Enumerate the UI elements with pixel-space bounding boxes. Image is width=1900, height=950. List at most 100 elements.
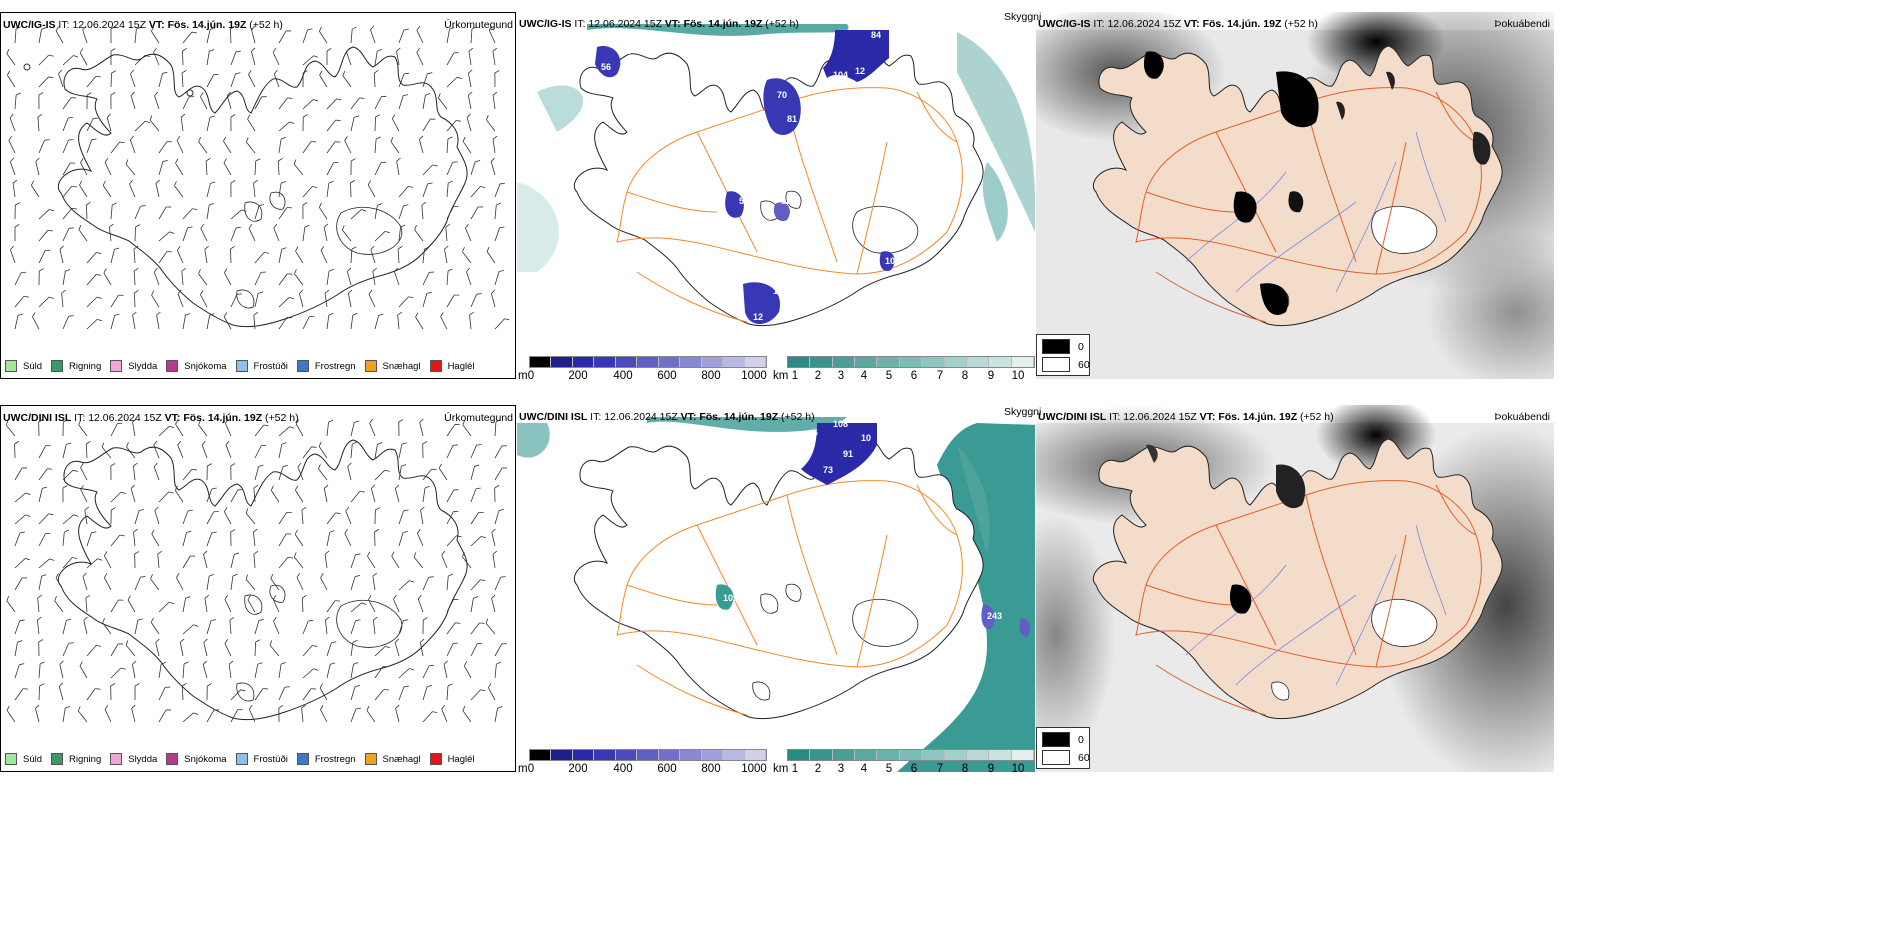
lead-time: (+52 h) xyxy=(765,18,799,30)
wind-barb xyxy=(494,664,497,679)
wind-barb xyxy=(320,250,328,264)
wind-barb-flag xyxy=(138,509,144,511)
wind-barb-flag xyxy=(504,318,510,321)
ceiling-swatch xyxy=(530,357,552,367)
wind-barb-flag xyxy=(207,683,212,687)
wind-barb-flag xyxy=(247,595,251,601)
wind-barb xyxy=(446,535,457,547)
wind-barb-flag xyxy=(347,462,352,467)
ceiling-swatch xyxy=(658,750,681,760)
ceiling-value-label: 243 xyxy=(987,611,1002,621)
wind-barb-flag xyxy=(84,506,89,511)
wind-barb-flag xyxy=(19,531,25,534)
wind-barb xyxy=(110,667,122,679)
wind-barb xyxy=(158,491,169,503)
wind-barb-flag xyxy=(295,485,299,491)
wind-barb xyxy=(324,293,328,308)
wind-barb-flag xyxy=(253,179,258,184)
visibility-tick: 6 xyxy=(910,763,918,772)
wind-barb-flag xyxy=(318,202,322,208)
wind-barb-flag xyxy=(223,158,227,164)
wind-barb xyxy=(174,185,184,198)
wind-barb-flag xyxy=(77,706,81,712)
wind-barb xyxy=(134,510,140,525)
wind-barb-flag xyxy=(140,205,146,207)
wind-barb-flag xyxy=(149,115,153,121)
visibility-swatch xyxy=(922,750,945,760)
wind-barb-flag xyxy=(245,508,249,514)
wind-barb xyxy=(494,422,497,437)
wind-barb xyxy=(398,227,401,242)
wind-barb xyxy=(492,554,496,569)
wind-barb xyxy=(204,249,208,264)
wind-barb xyxy=(374,231,386,242)
wind-barb xyxy=(206,709,215,723)
wind-barb xyxy=(253,488,256,503)
wind-barb xyxy=(302,99,314,110)
wind-barb-flag xyxy=(462,419,466,425)
wind-barb xyxy=(174,490,184,503)
wind-barb-flag xyxy=(320,573,324,578)
wind-barb-flag xyxy=(230,180,236,184)
wind-barb-flag xyxy=(471,26,477,30)
legend-item-snaehagl: Snæhagl xyxy=(364,360,421,372)
wind-barb xyxy=(86,645,97,657)
wind-barb-flag xyxy=(440,312,444,317)
wind-barb xyxy=(127,599,136,613)
panel-header: UWC/DINI ISL IT: 12.06.2024 15Z VT: Fös.… xyxy=(519,411,815,423)
wind-barb xyxy=(374,139,377,154)
precip-legend: Súld Rigning Slydda Snjókoma Frostúði Fr… xyxy=(5,748,484,770)
wind-barb-flag xyxy=(425,93,431,96)
wind-barb xyxy=(269,644,280,657)
wind-barb-flag xyxy=(78,224,82,230)
wind-barb-flag xyxy=(79,661,83,667)
wind-barb xyxy=(372,576,376,591)
wind-barb xyxy=(38,533,46,547)
wind-barb-flag xyxy=(419,418,424,423)
wind-barb-flag xyxy=(223,268,228,273)
wind-barb xyxy=(485,622,496,635)
wind-barb xyxy=(301,597,304,613)
wind-barb xyxy=(422,164,433,176)
legend-item-slydda: Slydda xyxy=(110,360,157,372)
wind-barb-flag xyxy=(370,25,375,31)
visibility-tick: 10 xyxy=(1011,370,1025,379)
wind-barb-flag xyxy=(129,179,133,185)
wind-barb xyxy=(158,251,168,264)
wind-barb-flag xyxy=(59,660,64,665)
visibility-tick: 1 xyxy=(791,763,799,772)
wind-barb xyxy=(369,422,376,437)
ceiling-tick: 600 xyxy=(657,370,677,379)
wind-barb xyxy=(419,422,424,437)
wind-barb-flag xyxy=(372,267,377,272)
wind-barb-flag xyxy=(49,209,55,212)
wind-barb xyxy=(158,141,168,154)
wind-barb-flag xyxy=(491,594,496,599)
wind-barb-flag xyxy=(83,616,88,621)
wind-barb-flag xyxy=(72,469,78,472)
wind-barb xyxy=(326,664,331,679)
wind-barb xyxy=(374,469,386,481)
wind-barb xyxy=(62,316,70,330)
wind-barb xyxy=(223,162,232,176)
wind-barb xyxy=(253,183,256,198)
wind-barb xyxy=(206,576,210,591)
cloud-legend: 0 60 xyxy=(1036,334,1090,376)
wind-barb xyxy=(86,296,98,308)
wind-barb xyxy=(251,29,256,44)
wind-barb xyxy=(254,293,259,308)
wind-barb-flag xyxy=(480,689,486,692)
wind-barb xyxy=(150,622,160,635)
wind-barb-flag xyxy=(330,662,336,665)
wind-barb xyxy=(368,294,376,308)
wind-barb-flag xyxy=(55,573,59,579)
visibility-swatch xyxy=(810,750,833,760)
wind-barb xyxy=(278,512,288,525)
wind-barb-flag xyxy=(168,425,174,429)
wind-barb xyxy=(253,554,256,569)
wind-barb xyxy=(468,51,472,66)
wind-barb xyxy=(494,271,500,286)
wind-barb-flag xyxy=(420,638,425,643)
wind-barb xyxy=(326,532,331,547)
wind-barb xyxy=(374,51,378,66)
